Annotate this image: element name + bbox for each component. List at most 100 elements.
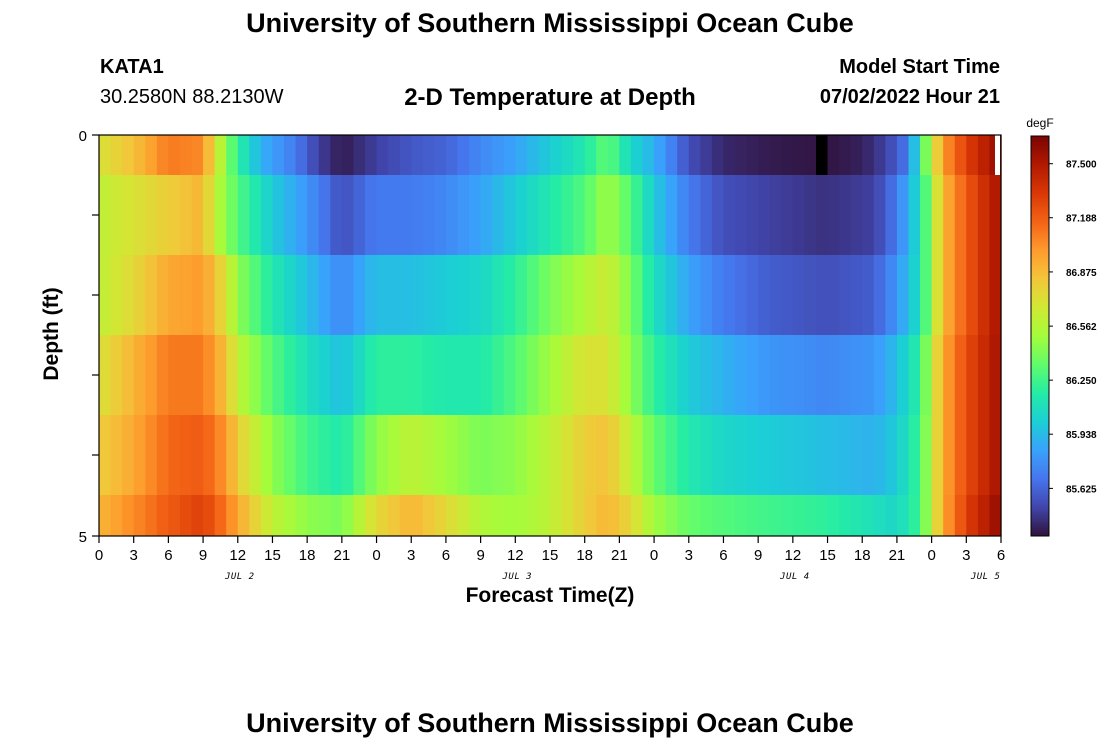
heatmap-cell bbox=[445, 415, 459, 495]
heatmap-cell bbox=[550, 335, 563, 415]
heatmap-cell bbox=[781, 255, 794, 335]
heatmap-cell bbox=[330, 135, 343, 175]
heatmap-cell bbox=[630, 335, 644, 415]
x-tick-label: 18 bbox=[299, 547, 316, 564]
heatmap-cell bbox=[191, 175, 204, 255]
x-tick-label: 9 bbox=[754, 547, 762, 564]
heatmap-cell bbox=[364, 415, 378, 495]
heatmap-cell bbox=[792, 255, 806, 335]
heatmap-cell bbox=[226, 495, 239, 536]
x-tick-label: 3 bbox=[130, 547, 138, 564]
heatmap-cell bbox=[249, 495, 262, 536]
heatmap-cell bbox=[284, 175, 297, 255]
heatmap-cell bbox=[815, 135, 829, 175]
heatmap-cell bbox=[156, 255, 169, 335]
heatmap-cell bbox=[110, 495, 123, 536]
heatmap-cell bbox=[630, 175, 644, 255]
heatmap-cell bbox=[179, 495, 193, 536]
heatmap-cell bbox=[885, 495, 898, 536]
heatmap-cell bbox=[376, 255, 389, 335]
heatmap-cell bbox=[792, 495, 806, 536]
heatmap-cell bbox=[677, 415, 690, 495]
heatmap-cell bbox=[654, 175, 667, 255]
x-tick-label: 18 bbox=[576, 547, 593, 564]
heatmap-cell bbox=[353, 255, 366, 335]
heatmap-cell bbox=[896, 255, 910, 335]
heatmap-cell bbox=[99, 135, 112, 175]
heatmap-cell bbox=[735, 495, 748, 536]
heatmap-cell bbox=[492, 255, 505, 335]
heatmap-cell bbox=[526, 415, 540, 495]
heatmap-cell bbox=[862, 135, 875, 175]
x-tick-label: 0 bbox=[650, 547, 658, 564]
heatmap-cell bbox=[480, 415, 493, 495]
heatmap-cell bbox=[364, 495, 378, 536]
heatmap-cell bbox=[307, 175, 320, 255]
heatmap-cell bbox=[226, 415, 239, 495]
heatmap-cell bbox=[735, 255, 748, 335]
heatmap-cell bbox=[318, 495, 331, 536]
heatmap-cell bbox=[318, 255, 331, 335]
colorbar-unit: degF bbox=[1026, 116, 1053, 130]
heatmap-cell bbox=[931, 495, 944, 536]
heatmap-cell bbox=[873, 175, 886, 255]
heatmap-cell bbox=[272, 175, 285, 255]
heatmap-cell bbox=[422, 135, 435, 175]
heatmap-cell bbox=[619, 335, 632, 415]
heatmap-cell bbox=[330, 495, 343, 536]
heatmap-cell bbox=[226, 175, 239, 255]
heatmap-cell bbox=[295, 255, 308, 335]
heatmap-cell bbox=[815, 255, 829, 335]
heatmap-cell bbox=[862, 175, 875, 255]
heatmap-cell bbox=[399, 255, 412, 335]
heatmap-cell bbox=[677, 335, 690, 415]
heatmap-cell bbox=[596, 495, 609, 536]
heatmap-cell bbox=[457, 175, 470, 255]
heatmap-cell bbox=[341, 415, 355, 495]
heatmap-cell bbox=[156, 335, 169, 415]
heatmap-cell bbox=[966, 335, 979, 415]
heatmap-cell bbox=[457, 415, 470, 495]
heatmap-cell bbox=[792, 175, 806, 255]
heatmap-cell bbox=[792, 415, 806, 495]
heatmap-cell bbox=[700, 335, 713, 415]
heatmap-cell bbox=[792, 335, 806, 415]
x-tick-label: 12 bbox=[507, 547, 524, 564]
heatmap-cell bbox=[758, 175, 771, 255]
colorbar-tick-label: 85.625 bbox=[1066, 484, 1097, 495]
heatmap-cell bbox=[110, 175, 123, 255]
heatmap-cell bbox=[792, 135, 806, 175]
heatmap-cell bbox=[492, 175, 505, 255]
heatmap-cell bbox=[850, 255, 863, 335]
heatmap-cell bbox=[480, 255, 493, 335]
heatmap-cell bbox=[619, 135, 632, 175]
heatmap-cell bbox=[99, 255, 112, 335]
heatmap-cell bbox=[515, 335, 528, 415]
heatmap-cell bbox=[943, 175, 956, 255]
heatmap-cell bbox=[133, 135, 146, 175]
heatmap-cell bbox=[260, 415, 274, 495]
heatmap-cell bbox=[781, 495, 794, 536]
heatmap-cell bbox=[850, 135, 863, 175]
heatmap-cell bbox=[642, 495, 655, 536]
heatmap-cell bbox=[538, 135, 551, 175]
heatmap-cell bbox=[480, 335, 493, 415]
heatmap-cell bbox=[804, 415, 817, 495]
x-tick-label: 3 bbox=[685, 547, 693, 564]
heatmap-cell bbox=[411, 495, 424, 536]
heatmap-cell bbox=[445, 335, 459, 415]
x-tick-label: 9 bbox=[476, 547, 484, 564]
y-tick-label: 5 bbox=[79, 529, 87, 546]
heatmap-cell bbox=[723, 415, 736, 495]
heatmap-cell bbox=[307, 495, 320, 536]
heatmap-cell bbox=[434, 255, 447, 335]
model-start-value: 07/02/2022 Hour 21 bbox=[819, 86, 1000, 108]
heatmap-cell bbox=[723, 175, 736, 255]
heatmap-cell bbox=[110, 335, 123, 415]
colorbar-tick-label: 86.250 bbox=[1066, 376, 1097, 387]
page-title: University of Southern Mississippi Ocean… bbox=[246, 8, 854, 38]
heatmap-cell bbox=[839, 175, 852, 255]
heatmap-cell bbox=[804, 335, 817, 415]
heatmap-cell bbox=[769, 255, 782, 335]
